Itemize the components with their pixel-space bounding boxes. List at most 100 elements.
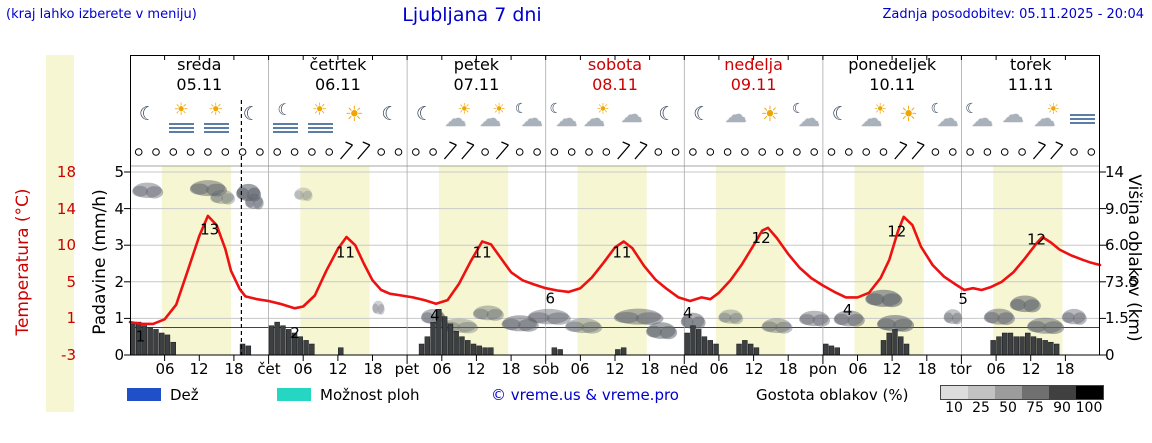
temp-tick: 10 — [56, 236, 76, 255]
time-tick: 18 — [363, 360, 383, 378]
precip-tick: 3 — [114, 236, 124, 255]
cloud-height-tick: 1.5 — [1105, 309, 1129, 328]
svg-text:12: 12 — [887, 223, 906, 241]
density-tick: 90 — [1053, 400, 1071, 416]
density-tick: 10 — [945, 400, 963, 416]
cloud-height-tick: 0 — [1105, 346, 1115, 364]
day-name: torek — [1009, 55, 1052, 74]
time-tick: 12 — [882, 360, 902, 378]
weather-icon-moon: ☾ — [242, 103, 260, 125]
copyright-link[interactable]: © vreme.us & vreme.pro — [491, 386, 679, 404]
svg-text:11: 11 — [336, 244, 355, 262]
time-tick: pon — [808, 360, 838, 378]
cloud-height-tick: 6.0 — [1105, 236, 1129, 255]
svg-text:4: 4 — [843, 301, 853, 319]
time-tick: 18 — [640, 360, 660, 378]
weather-icon-cloud-moon: ☾ ☁ — [514, 101, 543, 132]
svg-text:12: 12 — [752, 229, 771, 247]
weather-icon-moon: ☾ — [415, 103, 433, 125]
density-scale-segment — [968, 386, 995, 399]
weather-icon-moon: ☾ — [693, 103, 711, 125]
precip-tick: 0 — [114, 346, 124, 364]
time-tick: pet — [394, 360, 420, 378]
day-name: nedelja — [724, 55, 783, 74]
showers-legend-swatch — [277, 388, 311, 401]
svg-text:11: 11 — [473, 244, 492, 262]
day-icons: ☾ ☀ ☀ ☾ — [269, 101, 408, 133]
day-icons: ☾ ☀ ☀ ☾ — [130, 101, 269, 133]
temp-tick: 1 — [66, 309, 76, 328]
time-tick: 18 — [501, 360, 521, 378]
temp-tick: 14 — [56, 199, 76, 218]
day-date: 11.11 — [1007, 75, 1054, 94]
day-column: ponedeljek 10.11 ☾ ☀ ☁ ☀ ☾ ☁ — [823, 55, 962, 147]
weather-icon-fog-sun: ☀ — [200, 101, 233, 133]
day-icons: ☾ ☀ ☁ ☀ ☁ ☾ ☁ — [407, 101, 546, 133]
last-updated: Zadnja posodobitev: 05.11.2025 - 20:04 — [882, 7, 1144, 22]
day-date: 07.11 — [453, 75, 500, 94]
weather-icon-moon: ☾ — [658, 103, 676, 125]
weather-icon-cloud-sun: ☀ ☁ — [444, 100, 471, 132]
time-tick: 12 — [328, 360, 348, 378]
day-column: torek 11.11 ☾ ☁ ☁ ☀ ☁ — [961, 55, 1100, 147]
weather-icon-fog-sun: ☀ — [165, 101, 198, 133]
showers-legend-label: Možnost ploh — [320, 386, 420, 404]
day-date: 05.11 — [176, 75, 223, 94]
density-tick: 25 — [972, 400, 990, 416]
weather-icon-cloud: ☁ — [724, 103, 747, 128]
day-column: petek 07.11 ☾ ☀ ☁ ☀ ☁ ☾ ☁ — [407, 55, 546, 147]
weather-icon-fog-sun: ☀ — [304, 101, 337, 133]
time-tick: 12 — [466, 360, 486, 378]
day-name: sobota — [587, 55, 643, 74]
weather-icon-cloud-moon: ☾ ☁ — [930, 101, 959, 132]
density-scale-segment — [995, 386, 1022, 399]
day-date: 10.11 — [869, 75, 916, 94]
temperature-axis-label: Temperatura (°C) — [13, 188, 33, 336]
cloud-density-legend-label: Gostota oblakov (%) — [756, 386, 909, 404]
weather-icon-cloud-sun: ☀ ☁ — [583, 100, 610, 132]
time-tick: 18 — [917, 360, 937, 378]
density-scale-segment — [1076, 386, 1103, 399]
cloud-height-tick: 9.0 — [1105, 199, 1129, 218]
cloud-height-tick: 73.5 — [1105, 272, 1139, 291]
weather-icon-cloud-moon: ☾ ☁ — [965, 101, 994, 132]
svg-text:4: 4 — [430, 307, 440, 325]
time-tick: 12 — [605, 360, 625, 378]
time-tick: 06 — [709, 360, 729, 378]
time-tick: 12 — [1021, 360, 1041, 378]
time-tick: 06 — [432, 360, 452, 378]
location-hint: (kraj lahko izberete v meniju) — [6, 7, 197, 22]
precip-tick: 4 — [114, 199, 124, 218]
time-tick: 06 — [986, 360, 1006, 378]
weather-icon-cloud-sun: ☀ ☁ — [860, 100, 887, 132]
time-tick: 12 — [189, 360, 209, 378]
weather-icon-moon: ☾ — [831, 103, 849, 125]
day-icons: ☾ ☁ ☀ ☁ ☁ ☾ — [546, 101, 685, 133]
time-tick: tor — [950, 360, 972, 378]
svg-text:4: 4 — [683, 304, 693, 322]
weather-icon-fog — [1066, 101, 1099, 133]
day-date: 06.11 — [314, 75, 361, 94]
time-tick: 18 — [1055, 360, 1075, 378]
left-decorative-strip — [46, 55, 74, 412]
density-scale-segment — [941, 386, 968, 399]
day-date: 08.11 — [592, 75, 638, 94]
day-name: četrtek — [309, 55, 367, 74]
time-tick: 06 — [570, 360, 590, 378]
day-name: sreda — [177, 55, 222, 74]
weather-icon-cloud-moon: ☾ ☁ — [792, 101, 821, 132]
time-tick: ned — [669, 360, 699, 378]
temp-tick: -3 — [61, 346, 76, 364]
time-tick: 06 — [155, 360, 175, 378]
svg-text:5: 5 — [958, 290, 968, 308]
weather-icon-cloud-sun: ☀ ☁ — [1033, 100, 1060, 132]
cloud-height-tick: 14 — [1105, 163, 1125, 181]
weather-icon-cloud-moon: ☾ ☁ — [549, 101, 578, 132]
density-tick: 50 — [999, 400, 1017, 416]
page-title: Ljubljana 7 dni — [402, 4, 542, 26]
day-column: sreda 05.11 ☾ ☀ ☀ ☾ — [130, 55, 269, 147]
weather-icon-moon-fog: ☾ — [269, 101, 302, 133]
svg-text:12: 12 — [1027, 231, 1046, 249]
svg-text:2: 2 — [290, 324, 300, 342]
